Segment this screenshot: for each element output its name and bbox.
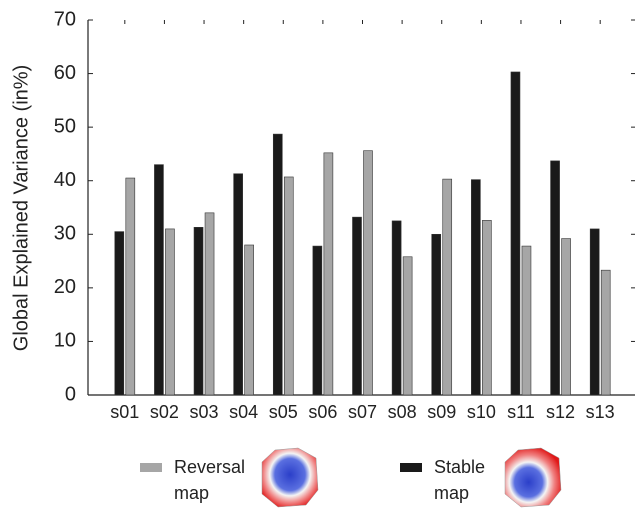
bar <box>589 228 600 396</box>
bar <box>521 245 532 396</box>
y-tick-label: 40 <box>54 169 76 191</box>
x-tick-label: s06 <box>308 402 337 422</box>
bar <box>442 178 453 396</box>
bar <box>550 160 560 396</box>
x-tick-label: s11 <box>507 402 535 422</box>
bar <box>154 164 164 396</box>
bar <box>391 220 402 396</box>
x-tick-label: s07 <box>348 402 377 422</box>
reversal-topomap <box>261 447 319 508</box>
y-tick-label: 20 <box>54 276 76 298</box>
bar <box>431 233 442 396</box>
x-tick-label: s08 <box>388 402 417 422</box>
bar <box>510 71 521 396</box>
bar <box>352 216 362 396</box>
bar <box>402 256 413 396</box>
y-axis-label: Global Explained Variance (in%) <box>10 65 32 351</box>
x-tick-label: s03 <box>190 402 219 422</box>
legend-swatch <box>400 463 422 472</box>
bar <box>471 179 481 396</box>
bar <box>165 228 175 396</box>
y-tick-label: 70 <box>54 8 76 30</box>
y-tick-label: 10 <box>54 330 76 352</box>
x-tick-label: s02 <box>150 402 179 422</box>
bar <box>312 245 323 396</box>
y-tick-label: 0 <box>65 383 76 405</box>
x-tick-label: s10 <box>467 402 496 422</box>
stable-topomap <box>504 447 562 508</box>
x-tick-label: s09 <box>427 402 456 422</box>
legend-swatch <box>140 463 162 472</box>
bar <box>283 176 294 396</box>
bar <box>323 152 334 396</box>
y-tick-label: 50 <box>54 115 76 137</box>
x-tick-label: s05 <box>269 402 298 422</box>
bar <box>482 220 492 396</box>
bar <box>272 133 283 396</box>
bar <box>244 244 254 396</box>
y-tick-label: 30 <box>54 223 76 245</box>
x-tick-label: s01 <box>110 402 139 422</box>
legend-label: Stable map <box>434 457 486 503</box>
bar <box>193 227 204 396</box>
bar <box>204 212 215 396</box>
x-tick-label: s12 <box>546 402 575 422</box>
bar <box>561 238 571 396</box>
bar <box>125 177 136 396</box>
bar <box>114 231 125 396</box>
bar <box>233 173 243 396</box>
bar <box>600 269 611 396</box>
bar <box>363 150 373 396</box>
legend-label: Reversal map <box>174 457 246 503</box>
x-tick-label: s04 <box>229 402 258 422</box>
y-tick-label: 60 <box>54 62 76 84</box>
x-tick-label: s13 <box>586 402 615 422</box>
